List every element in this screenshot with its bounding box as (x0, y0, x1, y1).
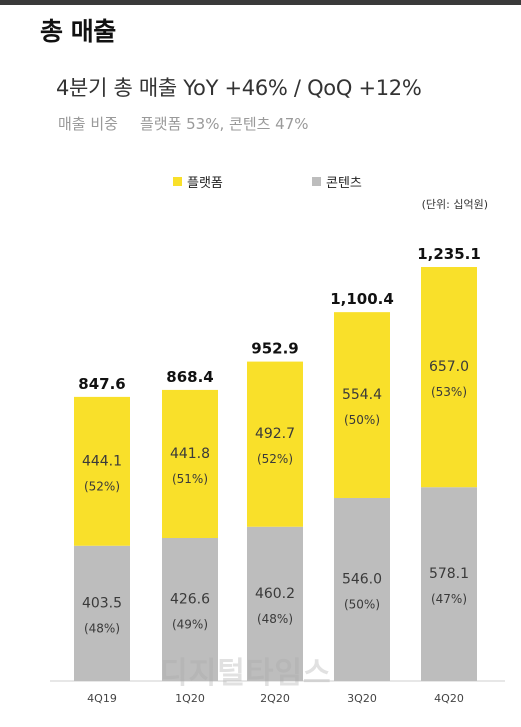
share-label-content: (50%) (344, 597, 380, 611)
bar-segment-platform (334, 312, 390, 498)
legend-swatch-content (312, 177, 321, 186)
data-label-content: 426.6 (170, 592, 210, 608)
data-label-platform: 441.8 (170, 446, 210, 462)
bar-segment-platform (74, 396, 130, 546)
share-label: 매출 비중 (58, 115, 118, 133)
legend-item-content: 콘텐츠 (312, 172, 362, 191)
data-label-platform: 492.7 (255, 426, 295, 442)
stacked-bar-chart: 403.5 (48%) 444.1 (52%) 847.6 4Q19 426.6 (49%) 4… (50, 245, 505, 705)
total-label: 1,235.1 (417, 245, 481, 263)
share-label-platform: (51%) (172, 472, 208, 486)
bar-segment-content (421, 487, 477, 681)
x-tick-label: 3Q20 (347, 692, 377, 705)
bar-segment-content (334, 497, 390, 681)
x-tick-label: 2Q20 (260, 692, 290, 705)
bar-segment-platform (247, 361, 303, 527)
legend-item-platform: 플랫폼 (173, 172, 223, 191)
legend-swatch-platform (173, 177, 182, 186)
x-tick-label: 4Q19 (87, 692, 117, 705)
share-label-content: (48%) (84, 621, 120, 635)
share-label-platform: (53%) (431, 385, 467, 399)
data-label-content: 460.2 (255, 586, 295, 602)
data-label-content: 403.5 (82, 595, 122, 611)
revenue-headline: 4분기 총 매출 YoY +46% / QoQ +12% (56, 76, 422, 100)
legend-label-content: 콘텐츠 (326, 176, 362, 191)
share-label-content: (48%) (257, 612, 293, 626)
top-bar (0, 0, 521, 5)
revenue-share-line: 매출 비중 플랫폼 53%, 콘텐츠 47% (58, 113, 309, 134)
total-label: 847.6 (78, 375, 125, 393)
share-value: 플랫폼 53%, 콘텐츠 47% (139, 115, 309, 133)
bar-segment-content (162, 538, 218, 681)
data-label-platform: 444.1 (82, 453, 122, 469)
watermark: 디지털타임스 (160, 656, 332, 691)
x-tick-label: 4Q20 (434, 692, 464, 705)
data-label-content: 578.1 (429, 566, 469, 582)
share-label-content: (47%) (431, 592, 467, 606)
data-label-platform: 657.0 (429, 359, 469, 375)
data-label-content: 546.0 (342, 571, 382, 587)
data-label-platform: 554.4 (342, 387, 382, 403)
total-label: 868.4 (166, 368, 213, 386)
share-label-platform: (50%) (344, 413, 380, 427)
unit-label: (단위: 십억원) (421, 198, 488, 211)
share-label-platform: (52%) (257, 452, 293, 466)
total-label: 952.9 (251, 340, 298, 358)
page-title: 총 매출 (40, 17, 116, 46)
bar-segment-platform (162, 389, 218, 539)
bar-segment-content (74, 545, 130, 681)
share-label-content: (49%) (172, 618, 208, 632)
bar-segment-content (247, 526, 303, 681)
x-tick-label: 1Q20 (175, 692, 205, 705)
share-label-platform: (52%) (84, 479, 120, 493)
legend-label-platform: 플랫폼 (187, 176, 223, 191)
total-label: 1,100.4 (330, 290, 394, 308)
bar-segment-platform (421, 267, 477, 488)
